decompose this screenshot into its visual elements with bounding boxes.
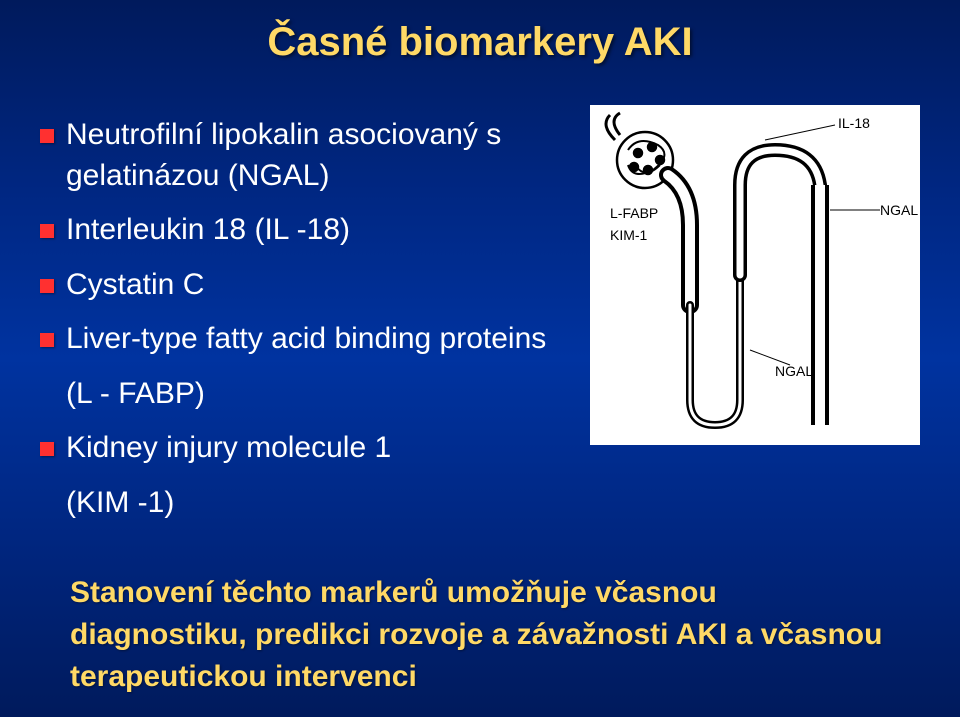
slide-title: Časné biomarkery AKI xyxy=(0,0,960,95)
diagram-label-il18: IL-18 xyxy=(838,115,870,131)
bullet-text: Liver-type fatty acid binding proteins xyxy=(66,319,580,360)
bullet-icon xyxy=(40,224,54,238)
bullet-icon xyxy=(40,129,54,143)
bullet-text: Cystatin C xyxy=(66,265,580,306)
content-row: Neutrofilní lipokalin asociovaný s gelat… xyxy=(0,95,960,537)
bullet-list: Neutrofilní lipokalin asociovaný s gelat… xyxy=(40,95,590,537)
bullet-text: Kidney injury molecule 1 xyxy=(66,428,580,469)
list-item: Cystatin C xyxy=(40,265,580,306)
bullet-text: Neutrofilní lipokalin asociovaný s gelat… xyxy=(66,115,580,196)
nephron-diagram: IL-18 L-FABP KIM-1 NGAL NGAL xyxy=(590,105,920,445)
footer-summary: Stanovení těchto markerů umožňuje včasno… xyxy=(0,572,960,698)
diagram-label-lfabp: L-FABP xyxy=(610,205,658,221)
list-item: Liver-type fatty acid binding proteins xyxy=(40,319,580,360)
list-item: Neutrofilní lipokalin asociovaný s gelat… xyxy=(40,115,580,196)
list-item: Interleukin 18 (IL -18) xyxy=(40,210,580,251)
diagram-label-ngal-lower: NGAL xyxy=(775,363,813,379)
diagram-label-kim1: KIM-1 xyxy=(610,227,647,243)
bullet-subtext: (L - FABP) xyxy=(66,374,580,415)
bullet-subtext: (KIM -1) xyxy=(66,483,580,524)
bullet-icon xyxy=(40,333,54,347)
list-item: Kidney injury molecule 1 xyxy=(40,428,580,469)
bullet-icon xyxy=(40,279,54,293)
bullet-icon xyxy=(40,442,54,456)
diagram-label-ngal-upper: NGAL xyxy=(880,202,918,218)
nephron-svg xyxy=(590,105,920,445)
bullet-text: Interleukin 18 (IL -18) xyxy=(66,210,580,251)
